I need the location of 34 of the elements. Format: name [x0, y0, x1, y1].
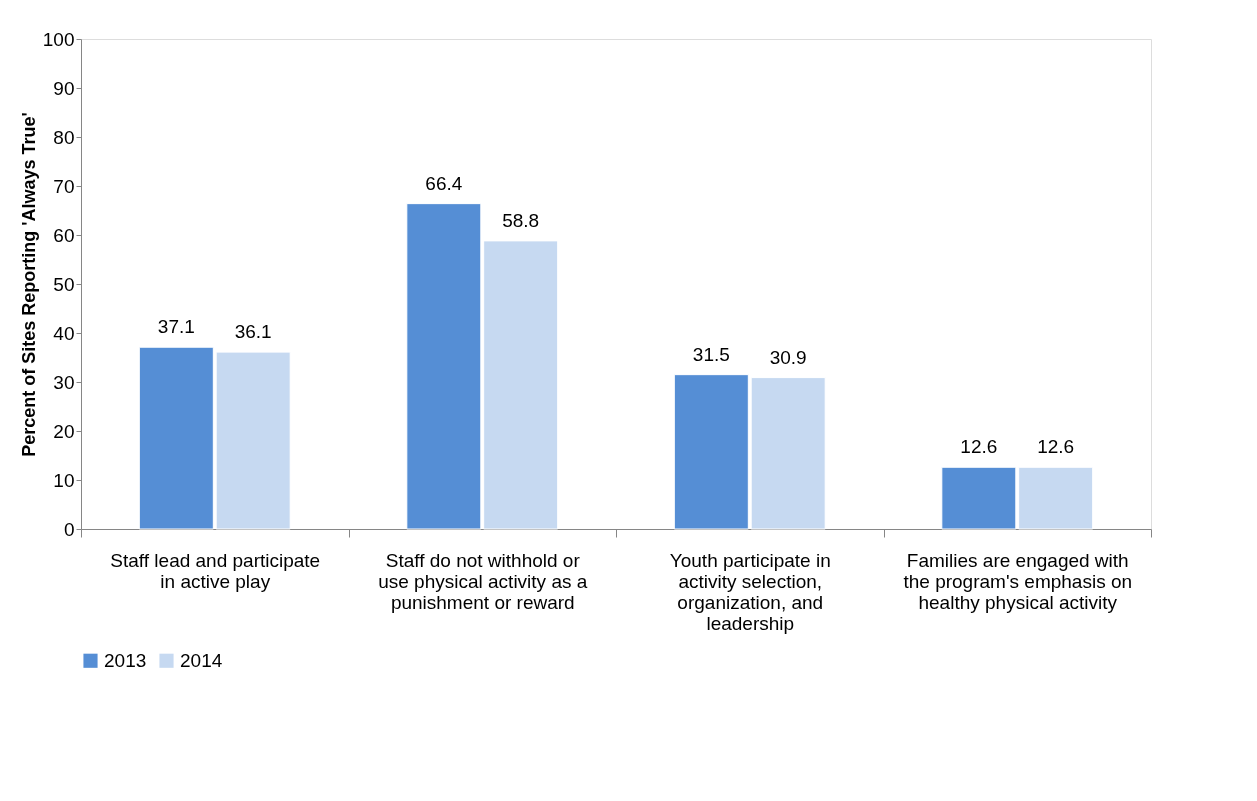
- x-tick-label: Youth participate in activity selection, organization, and leadership: [669, 549, 831, 634]
- y-tick-label: 30: [53, 371, 75, 393]
- y-tick-label: 0: [63, 518, 75, 540]
- data-label: 12.6: [960, 436, 998, 458]
- data-label: 12.6: [1037, 436, 1075, 458]
- y-tick-label: 100: [42, 28, 75, 50]
- y-tick-label: 20: [53, 420, 75, 442]
- bar: [1018, 466, 1094, 530]
- data-label: 58.8: [502, 209, 540, 231]
- x-tick-label: Staff lead and participate in active play: [110, 549, 321, 592]
- data-label: 31.5: [692, 343, 730, 365]
- y-tick-label: 10: [53, 469, 75, 491]
- data-label: 37.1: [157, 316, 195, 338]
- bar: [138, 346, 214, 530]
- y-tick-label: 50: [53, 273, 75, 295]
- legend-label: 2014: [180, 649, 223, 671]
- y-tick-label: 60: [53, 224, 75, 246]
- data-label: 36.1: [234, 321, 272, 343]
- data-label: 66.4: [425, 172, 463, 194]
- x-tick-label: Families are engaged with the program's emphasis on healthy physical activity: [903, 549, 1133, 613]
- legend-label: 2013: [104, 649, 147, 671]
- data-label: 30.9: [769, 346, 807, 368]
- y-tick-label: 40: [53, 322, 75, 344]
- y-tick-label: 70: [53, 175, 75, 197]
- bar: [941, 466, 1017, 530]
- bar: [673, 374, 749, 530]
- bar: [215, 351, 291, 530]
- y-tick-label: 90: [53, 77, 75, 99]
- y-axis-title: Percent of Sites Reporting 'Always True': [18, 112, 39, 457]
- bar: [750, 377, 826, 530]
- bar: [483, 240, 559, 530]
- y-tick-label: 80: [53, 126, 75, 148]
- x-tick-label: Staff do not withhold or use physical activity as a punishment or reward: [378, 549, 588, 613]
- bar: [406, 203, 482, 530]
